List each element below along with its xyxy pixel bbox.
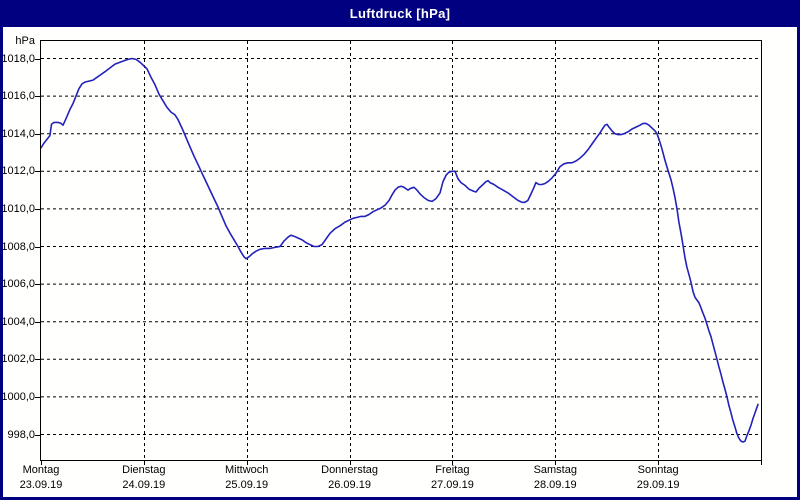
y-axis-tick-label: 1014,0: [1, 127, 35, 140]
y-axis-tick-label: 1018,0: [1, 52, 35, 65]
y-axis-tick: [35, 397, 40, 398]
y-axis-tick-label: 1002,0: [1, 353, 35, 366]
y-axis-tick: [35, 96, 40, 97]
y-axis-tick-label: 1008,0: [1, 240, 35, 253]
x-axis-date-label: 29.09.19: [636, 479, 680, 491]
x-axis-tick: [41, 461, 42, 465]
y-axis-tick-label: 1000,0: [1, 390, 35, 403]
y-axis-tick: [35, 284, 40, 285]
y-axis-tick: [35, 359, 40, 360]
x-axis-date-label: 28.09.19: [533, 479, 577, 491]
x-axis-date-label: 25.09.19: [225, 479, 269, 491]
x-axis-day-label: Donnerstag: [321, 464, 378, 476]
y-axis-tick: [35, 247, 40, 248]
y-axis-unit-label: hPa: [15, 35, 35, 47]
x-axis-day-label: Dienstag: [122, 464, 166, 476]
x-axis-date-label: 27.09.19: [431, 479, 474, 491]
y-axis-tick-label: 1004,0: [1, 315, 35, 328]
x-axis-day-label: Sonntag: [637, 464, 679, 476]
y-axis-tick: [35, 171, 40, 172]
y-axis-tick: [35, 59, 40, 60]
x-axis-date-label: 26.09.19: [328, 479, 371, 491]
x-axis-tick: [761, 461, 762, 465]
x-axis-tick: [452, 461, 453, 465]
title-bar: Luftdruck [hPa]: [0, 0, 800, 27]
x-axis-tick: [247, 461, 248, 465]
pressure-line-series: [41, 57, 759, 443]
y-axis-tick: [35, 134, 40, 135]
x-axis-tick: [350, 461, 351, 465]
x-axis-tick: [658, 461, 659, 465]
x-axis-date-label: 24.09.19: [122, 479, 166, 491]
window-border-right: [797, 0, 800, 500]
y-axis-tick: [35, 322, 40, 323]
x-axis-date-label: 23.09.19: [19, 479, 63, 491]
y-axis-tick: [35, 435, 40, 436]
plot-area: [40, 40, 762, 461]
x-axis-day-label: Freitag: [435, 464, 470, 476]
window-border-bottom: [0, 497, 800, 500]
window-title: Luftdruck [hPa]: [349, 6, 451, 21]
y-axis-tick-label: 1010,0: [1, 202, 35, 215]
x-axis-day-label: Mittwoch: [225, 464, 269, 476]
chart-canvas: [41, 41, 761, 460]
y-axis-tick-label: 998,0: [7, 428, 35, 441]
y-axis-tick: [35, 209, 40, 210]
x-axis-day-label: Samstag: [533, 464, 577, 476]
x-axis-day-label: Montag: [22, 464, 60, 476]
window-border-left: [0, 0, 3, 500]
x-axis-tick: [555, 461, 556, 465]
y-axis-tick-label: 1016,0: [1, 90, 35, 103]
y-axis-tick-label: 1006,0: [1, 278, 35, 291]
y-axis-tick-label: 1012,0: [1, 165, 35, 178]
x-axis-tick: [144, 461, 145, 465]
